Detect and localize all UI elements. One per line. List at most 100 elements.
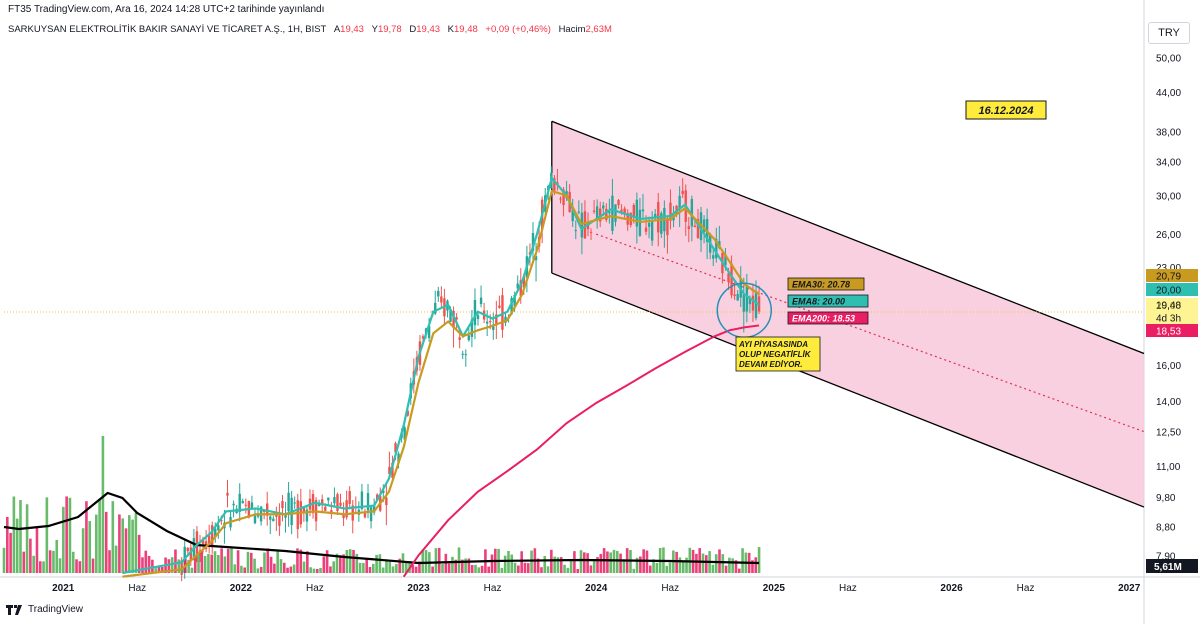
candle-body [736, 293, 739, 301]
candle-body [510, 297, 513, 315]
volume-bar [632, 568, 636, 573]
volume-bar [190, 567, 194, 573]
volume-bar [42, 561, 45, 573]
volume-bar [457, 547, 461, 573]
candle-body [650, 221, 654, 241]
candle-body [748, 298, 752, 305]
candle-body [492, 324, 495, 330]
y-tick-label: 26,00 [1156, 230, 1181, 241]
price-tag-box [1146, 269, 1198, 282]
volume-bar [414, 566, 418, 573]
volume-bar [68, 497, 72, 573]
volume-bar [160, 566, 164, 573]
candle-body [724, 254, 727, 266]
y-tick-label: 50,00 [1156, 54, 1181, 65]
volume-bar [15, 518, 19, 573]
volume-bar [65, 496, 68, 573]
volume-bar [404, 561, 408, 573]
candle-body [660, 213, 663, 234]
line-ema200 [402, 324, 760, 578]
volume-bar [454, 559, 458, 573]
volume-bar [220, 548, 223, 573]
volume-bar [622, 559, 626, 573]
candle-body [253, 515, 257, 524]
volume-bar [635, 557, 639, 573]
volume-bar [289, 566, 293, 573]
volume-bar [596, 557, 599, 573]
volume-bar [480, 565, 484, 573]
candle-body [195, 531, 199, 555]
volume-bar [339, 555, 342, 573]
volume-bar [490, 554, 494, 573]
candle-body [269, 516, 272, 520]
volume-bar [309, 567, 312, 573]
candle-body [287, 492, 290, 512]
candle-body [485, 321, 489, 324]
candle-body [678, 195, 681, 210]
close-label: K [447, 24, 454, 35]
y-tick-label: 7,90 [1156, 551, 1176, 562]
ema30-label: EMA30: 20.78 [792, 280, 850, 290]
candle-body [324, 506, 327, 511]
ema8-label-box [787, 294, 869, 308]
candle-body [232, 503, 235, 506]
volume-bar [263, 552, 266, 573]
candle-body [571, 206, 574, 222]
volume-bar [724, 565, 728, 573]
candle-body [391, 462, 394, 479]
volume-bar [556, 557, 560, 573]
volume-bar [358, 562, 362, 573]
volume-bar [741, 548, 744, 573]
note-line: AYI PİYASASINDA [738, 340, 808, 349]
y-tick-label: 44,00 [1156, 88, 1181, 99]
volume-bar [141, 557, 144, 573]
currency-button[interactable]: TRY [1148, 22, 1190, 44]
volume-bar [652, 559, 655, 573]
volume-bar [332, 561, 336, 573]
candle-body [238, 493, 241, 513]
volume-bar [615, 550, 619, 573]
volume-bar [197, 553, 200, 573]
volume-bar [25, 504, 29, 573]
candle-body [614, 204, 617, 222]
volume-bar [243, 567, 246, 573]
candle-body [702, 219, 706, 233]
volume-bar [381, 567, 385, 573]
candle-body [360, 491, 364, 509]
volume-bar [418, 561, 421, 573]
price-tag-label: 19,48 [1156, 301, 1181, 312]
x-tick-label: 2021 [52, 583, 75, 594]
volume-bar [503, 555, 507, 573]
candle-body [647, 222, 651, 227]
volume-bar [167, 559, 171, 573]
price-tag-label: 4d 3h [1156, 314, 1181, 325]
volume-bar [599, 553, 603, 573]
candle-body [302, 506, 306, 512]
price-tag-label: 20,79 [1156, 272, 1181, 283]
candle-body [666, 219, 669, 236]
x-tick-label: 2024 [585, 583, 608, 594]
volume-bar [563, 564, 566, 573]
candle-body [653, 213, 657, 219]
volume-bar [104, 511, 108, 573]
volume-bar [678, 557, 682, 573]
volume-bar [259, 566, 263, 573]
volume-bar [292, 564, 296, 573]
candle-body [293, 502, 296, 504]
volume-bar [401, 553, 405, 573]
volume-bar [705, 555, 708, 573]
price-tag-box [1146, 283, 1198, 296]
low-value: 19,43 [416, 24, 441, 35]
x-tick-label: 2022 [230, 583, 253, 594]
volume-bar [520, 551, 523, 573]
candle-body [327, 497, 330, 501]
x-tick-label: 2026 [940, 583, 963, 594]
candle-body [244, 504, 248, 506]
candle-body [553, 178, 556, 191]
volume-bar [35, 526, 39, 573]
candle-body [427, 325, 431, 339]
price-tag-box [1146, 311, 1198, 324]
candle-body [489, 321, 492, 323]
volume-bar [95, 514, 98, 573]
